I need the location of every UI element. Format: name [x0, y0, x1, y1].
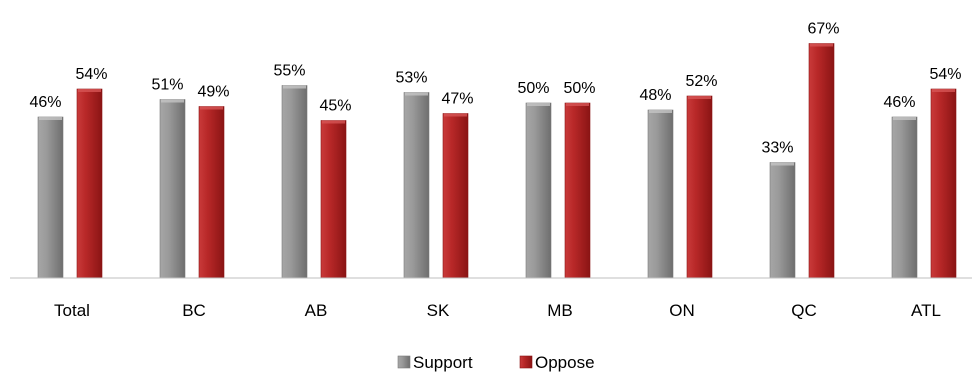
- bar-bevel-oppose-atl: [932, 89, 955, 92]
- bar-support-on: [647, 109, 674, 279]
- bar-oppose-mb: [564, 102, 591, 279]
- bar-support-total: [37, 116, 64, 279]
- x-tick-label-qc: QC: [791, 301, 817, 320]
- bar-bevel-oppose-ab: [322, 120, 345, 124]
- data-label-oppose-ab: 45%: [319, 98, 351, 115]
- data-label-oppose-on: 52%: [685, 73, 717, 90]
- x-tick-label-ab: AB: [305, 301, 328, 320]
- bar-support-atl: [891, 116, 918, 279]
- bar-bevel-support-bc: [161, 99, 184, 103]
- x-tick-label-on: ON: [669, 301, 695, 320]
- bar-bevel-support-sk: [405, 92, 428, 96]
- bar-oppose-bc: [198, 106, 225, 279]
- legend-label-support: Support: [413, 353, 473, 372]
- bar-support-mb: [525, 102, 552, 279]
- bar-oppose-ab: [320, 120, 347, 279]
- data-label-support-on: 48%: [639, 87, 671, 104]
- data-label-support-ab: 55%: [273, 63, 305, 80]
- data-label-support-total: 46%: [29, 94, 61, 111]
- x-tick-label-mb: MB: [547, 301, 573, 320]
- bar-bevel-oppose-qc: [810, 43, 833, 47]
- x-tick-label-sk: SK: [427, 301, 450, 320]
- bar-bevel-oppose-sk: [444, 113, 467, 117]
- bar-bevel-oppose-on: [688, 96, 711, 99]
- bar-bevel-support-atl: [893, 117, 916, 120]
- legend-label-oppose: Oppose: [535, 353, 595, 372]
- bar-support-sk: [403, 92, 430, 279]
- bar-bevel-support-ab: [283, 85, 306, 89]
- legend-swatch-support: [397, 355, 411, 369]
- data-label-oppose-qc: 67%: [807, 21, 839, 38]
- bar-bevel-support-total: [39, 117, 62, 120]
- x-tick-label-total: Total: [54, 301, 90, 320]
- data-label-support-mb: 50%: [517, 80, 549, 97]
- bar-oppose-qc: [808, 43, 835, 279]
- bar-bevel-support-qc: [771, 162, 794, 166]
- bar-bevel-oppose-mb: [566, 103, 589, 106]
- x-tick-labels: Total BC AB SK MB ON QC ATL: [54, 301, 941, 320]
- x-tick-label-atl: ATL: [911, 301, 941, 320]
- data-label-support-bc: 51%: [151, 77, 183, 94]
- bar-oppose-atl: [930, 88, 957, 279]
- data-label-support-sk: 53%: [395, 70, 427, 87]
- bar-oppose-on: [686, 95, 713, 279]
- bar-support-bc: [159, 99, 186, 279]
- data-label-oppose-atl: 54%: [929, 66, 961, 83]
- legend: Support Oppose: [397, 353, 595, 372]
- data-label-oppose-mb: 50%: [563, 80, 595, 97]
- bar-bevel-support-mb: [527, 103, 550, 106]
- bar-oppose-sk: [442, 113, 469, 279]
- data-label-support-atl: 46%: [883, 94, 915, 111]
- legend-swatch-oppose: [519, 355, 533, 369]
- bar-bevel-oppose-bc: [200, 106, 223, 110]
- data-label-oppose-sk: 47%: [441, 91, 473, 108]
- bar-bevel-oppose-total: [78, 89, 101, 92]
- bar-support-ab: [281, 85, 308, 279]
- bar-bevel-support-on: [649, 110, 672, 113]
- data-labels-layer: 46% 54% 51% 49% 55% 45% 53% 47% 50% 50% 48% 52% 33% 6…: [29, 21, 961, 157]
- data-label-support-qc: 33%: [761, 140, 793, 157]
- bar-oppose-total: [76, 88, 103, 279]
- data-label-oppose-total: 54%: [75, 66, 107, 83]
- data-label-oppose-bc: 49%: [197, 84, 229, 101]
- x-tick-label-bc: BC: [182, 301, 206, 320]
- bar-support-qc: [769, 162, 796, 279]
